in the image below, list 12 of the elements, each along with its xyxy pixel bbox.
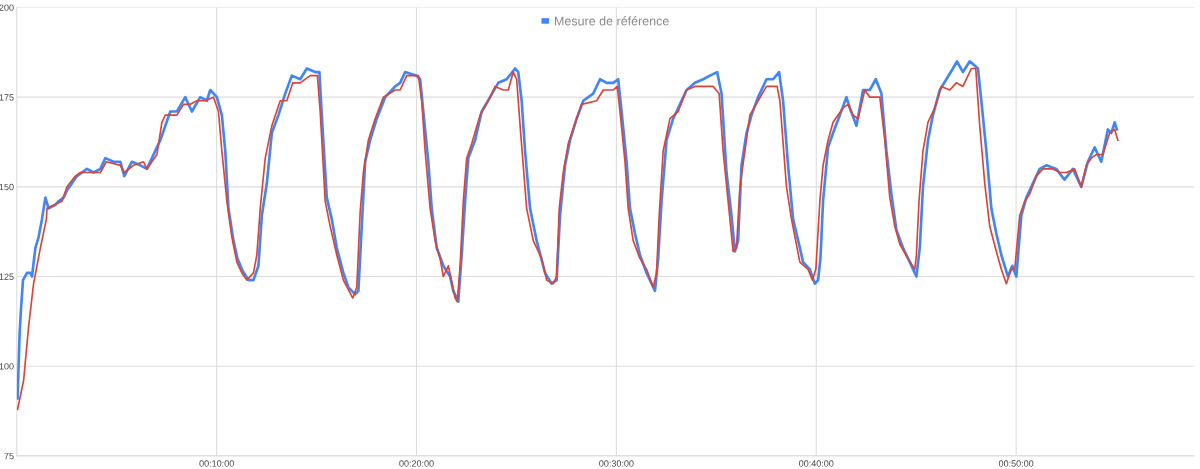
- y-tick-label: 125: [0, 273, 14, 280]
- legend-label: Mesure de référence: [555, 16, 669, 26]
- y-tick-label: 200: [0, 4, 14, 11]
- y-tick-label: 150: [0, 183, 14, 191]
- x-tick-label: 00:40:00: [799, 460, 834, 467]
- x-tick-label: 00:10:00: [199, 460, 234, 467]
- y-tick-label: 175: [0, 94, 14, 101]
- x-tick-label: 00:20:00: [399, 460, 434, 467]
- x-tick-label: 00:30:00: [599, 460, 634, 467]
- y-tick-label: 75: [4, 452, 14, 460]
- x-tick-label: 00:50:00: [998, 460, 1034, 467]
- y-tick-label: 100: [0, 363, 14, 370]
